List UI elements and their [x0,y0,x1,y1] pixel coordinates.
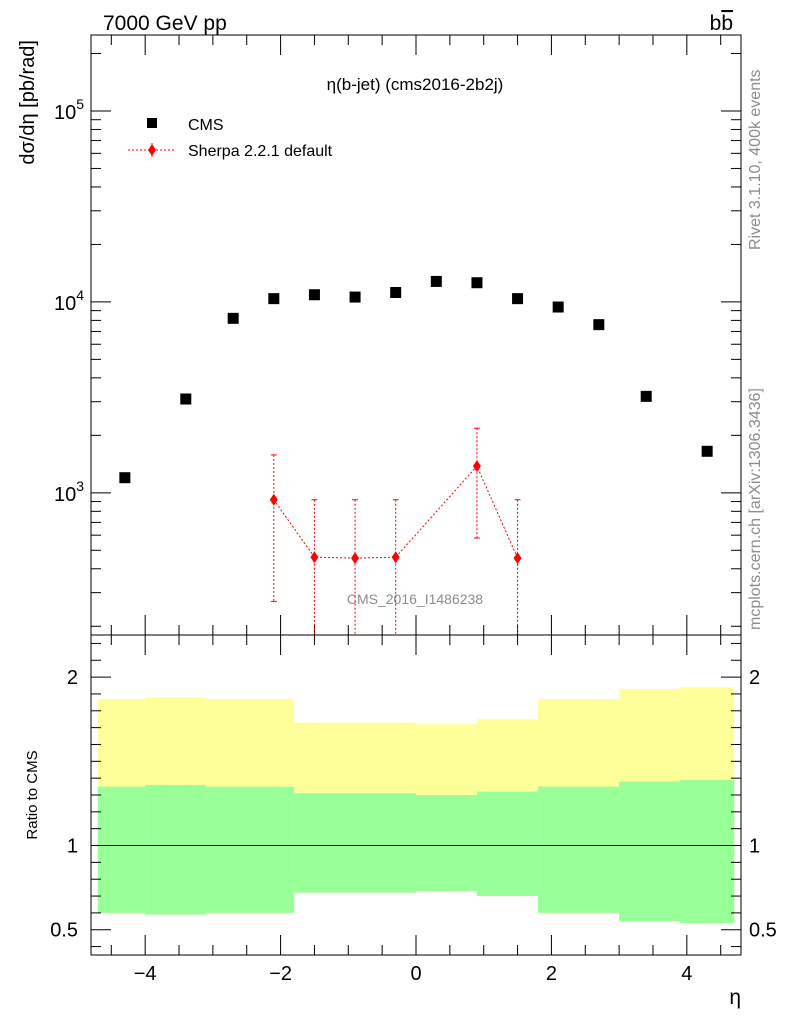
legend-sherpa-marker [148,144,156,156]
cms-point [308,289,320,301]
lower-ytick-label-right: 1 [749,836,760,858]
cms-point [471,277,483,289]
mcplots-label: mcplots.cern.ch [arXiv:1306.3436] [747,388,764,630]
ratio-bands [97,687,735,923]
watermark: CMS_2016_I1486238 [347,591,483,607]
cms-point [640,390,652,402]
lower-ytick-label-right: 2 [749,667,760,689]
sherpa-point [310,551,319,564]
cms-point [552,301,564,313]
cms-point [180,393,192,405]
ratio-panel: 0.5 0.5 1 1 2 2 −4 −2 0 2 4 Ratio to CMS η [24,634,777,1009]
upper-ylabel: dσ/dη [pb/rad] [17,40,39,165]
rivet-label: Rivet 3.1.10, 400k events [747,69,764,250]
ratio-band-inner [416,795,477,891]
cms-point [119,472,131,484]
sherpa-point [513,552,522,565]
upper-series [119,275,713,635]
xtick-label: 2 [546,963,557,985]
lower-ytick-label-left: 0.5 [50,920,78,942]
lower-ytick-label-right: 0.5 [749,920,777,942]
ratio-band-inner [145,784,207,915]
upper-ytick-label: 104 [54,287,84,315]
lower-frame [90,634,742,956]
xtick-label: 4 [681,963,692,985]
ratio-band-inner [476,791,538,897]
plot-title: η(b-jet) (cms2016-2b2j) [327,75,504,94]
sherpa-point [391,551,400,564]
ratio-band-inner [97,786,146,913]
ratio-band-inner [294,793,416,893]
cms-point [512,293,524,305]
ratio-band-inner [680,779,735,923]
header-right: bb [710,12,733,35]
sherpa-point [351,552,360,565]
xaxis-label: η [729,986,741,1009]
upper-ytick-label: 105 [54,96,84,124]
lower-ytick-label-left: 2 [67,667,78,689]
cms-point [227,312,239,324]
legend: CMS Sherpa 2.2.1 default [128,117,333,160]
legend-sherpa-label: Sherpa 2.2.1 default [188,143,333,160]
ratio-band-inner [537,786,620,913]
upper-ticks: 103 104 105 [54,35,741,635]
xtick-label: −2 [269,963,292,985]
cms-point [593,319,605,331]
cms-point [390,286,402,298]
header-left: 7000 GeV pp [103,12,227,35]
cms-point [349,291,361,303]
upper-ytick-label: 103 [54,478,84,506]
legend-cms-marker [147,118,157,128]
ratio-band-inner [206,786,295,913]
lower-ylabel: Ratio to CMS [24,750,41,839]
ratio-band-inner [619,781,681,922]
xtick-label: 0 [410,963,421,985]
lower-ticks: 0.5 0.5 1 1 2 2 −4 −2 0 2 4 [50,635,777,985]
main-panel: η(b-jet) (cms2016-2b2j) CMS_2016_I148623… [17,34,742,636]
sherpa-point [472,460,481,473]
lower-ytick-label-left: 1 [67,836,78,858]
legend-cms-label: CMS [188,117,224,134]
xtick-label: −4 [134,963,157,985]
cms-point [268,293,280,305]
cms-point [701,445,713,457]
sherpa-point [269,493,278,506]
cms-point [430,275,442,287]
